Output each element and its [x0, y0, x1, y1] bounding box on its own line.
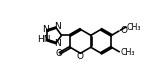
- Text: CH₃: CH₃: [127, 23, 141, 32]
- Text: O: O: [121, 26, 128, 35]
- Text: HN: HN: [37, 35, 50, 44]
- Text: N: N: [54, 22, 60, 31]
- Text: O: O: [77, 52, 84, 61]
- Text: O: O: [55, 49, 62, 58]
- Text: CH₃: CH₃: [120, 48, 134, 57]
- Text: N: N: [54, 39, 60, 48]
- Text: N: N: [42, 25, 49, 34]
